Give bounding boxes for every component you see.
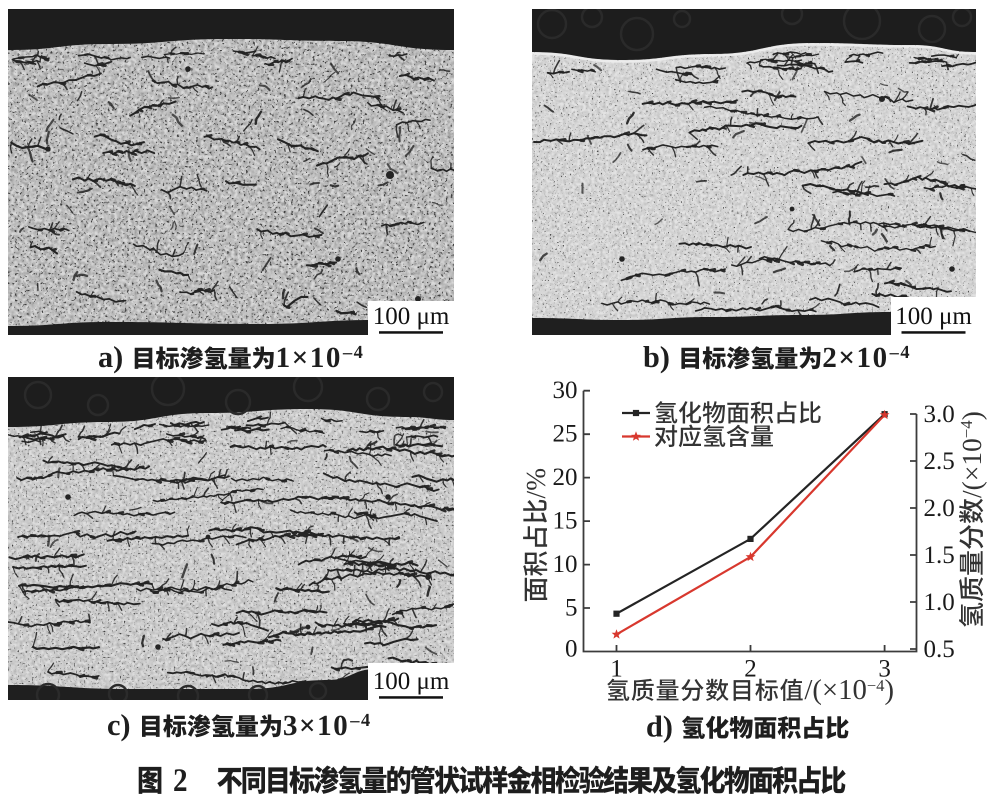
svg-text:2.5: 2.5 — [924, 448, 955, 475]
svg-text:30: 30 — [553, 377, 578, 404]
svg-text:1.0: 1.0 — [924, 589, 955, 616]
svg-text:100 μm: 100 μm — [895, 303, 972, 330]
svg-text:0: 0 — [565, 636, 578, 663]
svg-text:100 μm: 100 μm — [373, 303, 450, 330]
svg-text:1.5: 1.5 — [924, 542, 955, 569]
svg-text:5: 5 — [565, 595, 578, 622]
svg-text:3: 3 — [878, 656, 891, 683]
svg-text:2: 2 — [744, 656, 757, 683]
svg-text:2.0: 2.0 — [924, 495, 955, 522]
svg-text:3.0: 3.0 — [924, 401, 955, 428]
svg-text:20: 20 — [553, 464, 578, 491]
svg-text:25: 25 — [553, 421, 578, 448]
svg-text:100 μm: 100 μm — [373, 668, 450, 695]
svg-text:10: 10 — [553, 551, 578, 578]
svg-text:0.5: 0.5 — [924, 636, 955, 663]
svg-text:1: 1 — [610, 656, 623, 683]
svg-text:15: 15 — [553, 508, 578, 535]
